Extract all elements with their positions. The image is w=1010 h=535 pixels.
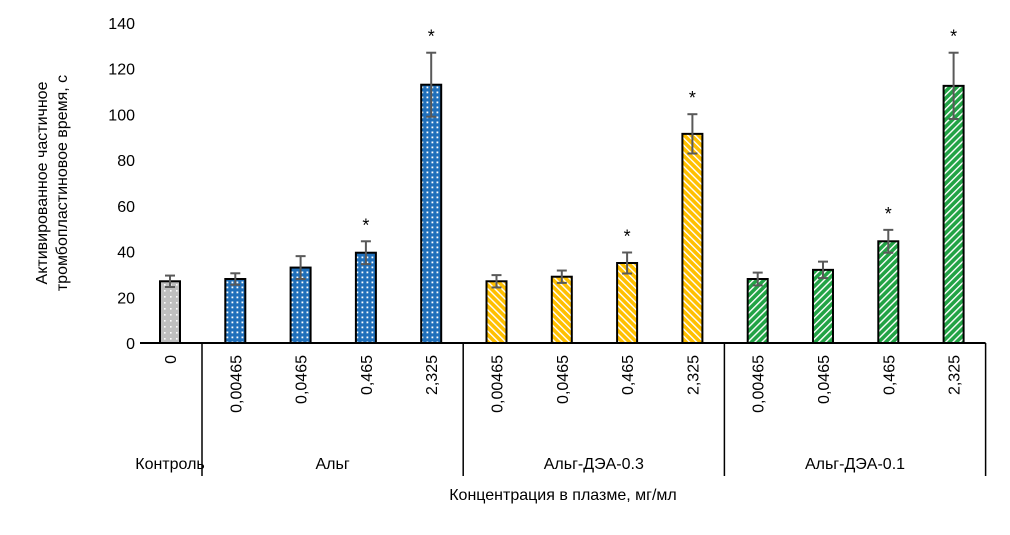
- error-bar: [622, 251, 633, 275]
- bar: [877, 240, 900, 345]
- x-tick-label: 2,325: [947, 355, 964, 395]
- y-axis-title: Активированное частичное тромбопластинов…: [34, 75, 71, 291]
- bar: [942, 84, 965, 344]
- y-tick-label: 20: [117, 290, 135, 307]
- error-bar: [883, 228, 894, 254]
- error-bar: [687, 113, 698, 155]
- bar: [812, 268, 834, 345]
- x-tick-label: 0,0465: [555, 355, 572, 404]
- group-label: Альг: [316, 456, 350, 473]
- x-tick-label: 0,00465: [490, 355, 507, 413]
- x-tick-label: 0,0465: [294, 355, 311, 404]
- significance-marker: *: [428, 27, 435, 47]
- y-tick-label: 120: [108, 62, 135, 79]
- y-tick-label: 140: [108, 16, 135, 33]
- x-tick-label: 0,465: [359, 355, 376, 395]
- y-tick-label: 40: [117, 245, 135, 262]
- error-bar: [426, 51, 437, 118]
- x-axis-title: Концентрация в плазме, мг/мл: [449, 487, 677, 504]
- x-tick-label: 0: [163, 355, 180, 364]
- y-tick-label: 100: [108, 107, 135, 124]
- group-label: Альг-ДЭА-0.1: [805, 456, 905, 473]
- bar: [746, 278, 769, 344]
- group-label: Контроль: [135, 456, 205, 473]
- error-bar: [556, 269, 567, 284]
- y-axis-title-line1: Активированное частичное: [34, 81, 51, 284]
- error-bar: [948, 51, 959, 120]
- y-tick-label: 0: [126, 336, 135, 353]
- significance-marker: *: [624, 226, 631, 246]
- x-tick-label: 0,0465: [816, 355, 833, 404]
- error-bar: [295, 255, 306, 280]
- error-bar: [230, 272, 241, 286]
- y-tick-label: 60: [117, 199, 135, 216]
- x-tick-label: 2,325: [424, 355, 441, 395]
- x-tick-label: 0,00465: [228, 355, 245, 413]
- x-tick-label: 0,465: [620, 355, 637, 395]
- error-bar: [360, 240, 371, 266]
- significance-marker: *: [362, 215, 369, 235]
- x-tick-label: 2,325: [685, 355, 702, 395]
- bar: [224, 278, 247, 344]
- bar: [681, 132, 704, 344]
- bar: [550, 275, 573, 345]
- error-bar: [818, 260, 828, 280]
- bar: [616, 262, 639, 344]
- bar: [354, 251, 377, 344]
- significance-marker: *: [689, 88, 696, 108]
- error-bar: [491, 274, 502, 289]
- bar: [485, 280, 508, 344]
- x-tick-label: 0,00465: [751, 355, 768, 413]
- bar: [159, 280, 181, 344]
- significance-marker: *: [885, 204, 892, 224]
- error-bar: [752, 271, 763, 287]
- y-axis-title-line2: тромбопластиновое время, с: [54, 75, 71, 291]
- x-tick-label: 0,465: [881, 355, 898, 395]
- bar: [420, 83, 443, 344]
- y-tick-label: 80: [117, 153, 135, 170]
- significance-marker: *: [950, 27, 957, 47]
- error-bar: [165, 274, 175, 288]
- group-label: Альг-ДЭА-0.3: [544, 456, 644, 473]
